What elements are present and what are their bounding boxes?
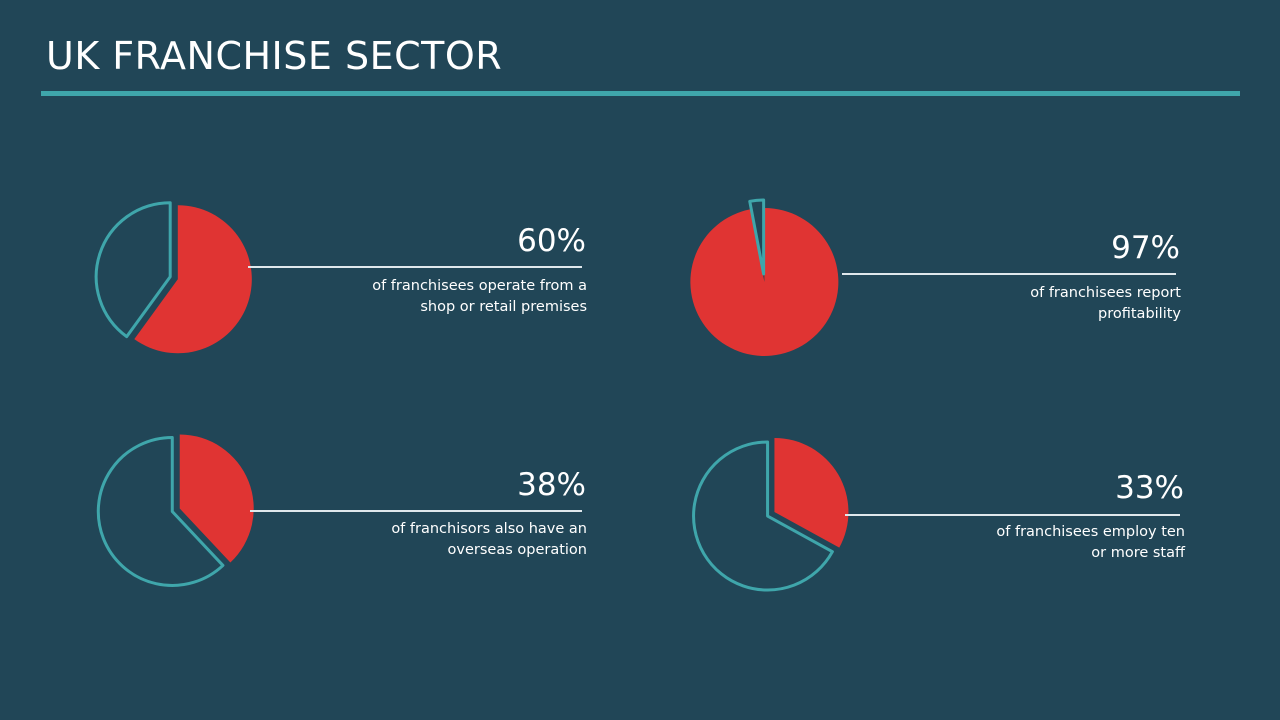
pie-slice-highlight [774, 437, 849, 548]
stat-percentage: 38% [517, 467, 586, 503]
pie-slice-remainder [748, 198, 766, 276]
pie-chart-franchisee-profitability [690, 198, 839, 356]
pie-slice-highlight [134, 205, 252, 354]
title-underline [41, 91, 1240, 96]
stat-description: of franchisees report profitability [1030, 285, 1181, 322]
connector-line [248, 266, 582, 268]
stat-percentage: 60% [517, 223, 586, 259]
stat-percentage: 97% [1111, 230, 1180, 266]
stat-description: of franchisees operate from a shop or re… [372, 278, 587, 315]
connector-line [250, 510, 582, 512]
pie-slice-remainder [96, 435, 225, 587]
pie-chart-franchisor-overseas [96, 434, 254, 587]
pie-slice-highlight [690, 207, 839, 356]
pie-chart-franchisee-premises [94, 201, 252, 354]
connector-line [845, 514, 1180, 516]
pie-slice-remainder [692, 440, 834, 592]
stat-description: of franchisors also have an overseas ope… [391, 521, 587, 558]
pie-chart-franchisee-staff [692, 437, 849, 592]
stat-description: of franchisees employ ten or more staff [996, 524, 1185, 561]
stat-percentage: 33% [1115, 470, 1184, 506]
connector-line [842, 273, 1176, 275]
pie-slice-remainder [94, 201, 172, 339]
page-title: UK FRANCHISE SECTOR [46, 34, 503, 78]
pie-slice-highlight [179, 434, 254, 563]
